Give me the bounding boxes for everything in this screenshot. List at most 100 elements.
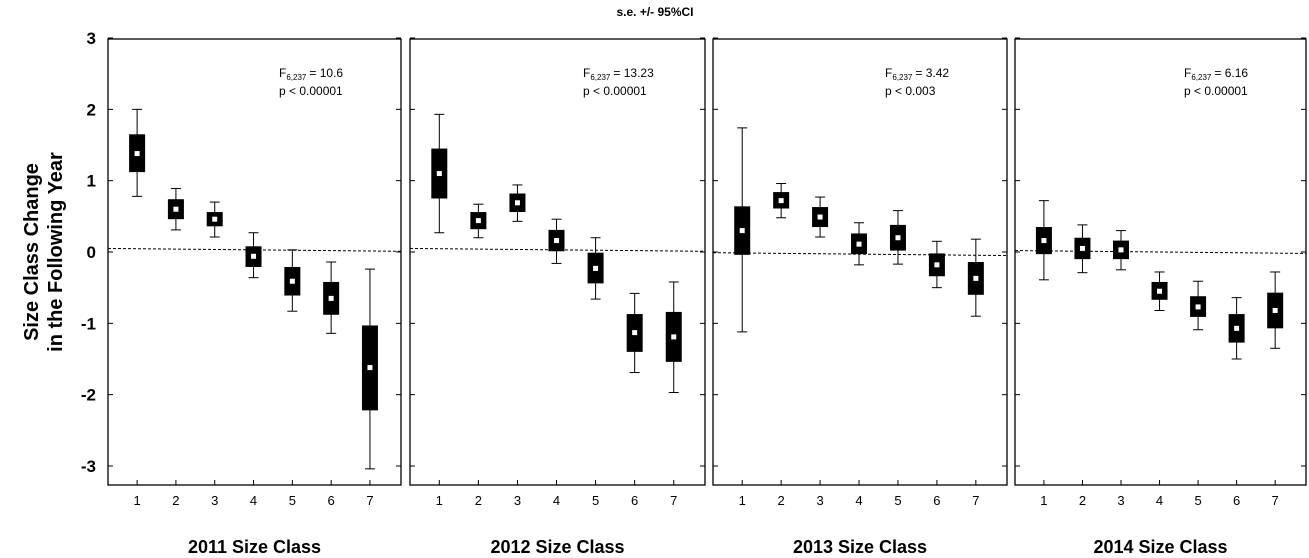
x-tick-label: 2 xyxy=(1079,493,1086,508)
x-tick-label: 1 xyxy=(739,493,746,508)
stat-f-letter: F xyxy=(885,66,892,80)
panel-4: 1 2 3 4 5 6 7 2014 Size Class F6,237 = 6.16 p < 0.… xyxy=(1014,37,1307,557)
y-tick-label: -2 xyxy=(81,386,96,405)
x-tick-label: 1 xyxy=(133,493,140,508)
x-tick-label: 1 xyxy=(1040,493,1047,508)
mean-marker xyxy=(817,214,823,220)
mean-marker xyxy=(289,278,295,284)
x-tick-label: 2 xyxy=(778,493,785,508)
x-tick-label: 4 xyxy=(553,493,560,508)
mean-marker xyxy=(593,265,599,271)
stat-f-letter: F xyxy=(1184,66,1191,80)
stat-p-value: p < 0.003 xyxy=(885,84,936,98)
x-tick-label: 3 xyxy=(211,493,218,508)
x-tick-label: 5 xyxy=(1194,493,1201,508)
stat-f-value: F6,237 = 13.23 xyxy=(583,66,654,82)
mean-marker xyxy=(632,330,638,336)
x-tick-label: 3 xyxy=(514,493,521,508)
x-tick-label: 2 xyxy=(475,493,482,508)
stat-f-number: = 13.23 xyxy=(613,66,654,80)
y-tick-label: 3 xyxy=(87,29,96,48)
stat-f-value: F6,237 = 6.16 xyxy=(1184,66,1248,82)
mean-marker xyxy=(134,151,140,157)
panel-frame xyxy=(409,38,706,486)
x-tick-label: 6 xyxy=(328,493,335,508)
x-tick-label: 5 xyxy=(894,493,901,508)
x-axis-label: 2013 Size Class xyxy=(793,537,927,557)
stat-p-value: p < 0.00001 xyxy=(279,84,343,98)
mean-marker xyxy=(554,238,560,244)
x-tick-label: 1 xyxy=(436,493,443,508)
x-tick-label: 5 xyxy=(592,493,599,508)
x-tick-label: 4 xyxy=(1156,493,1163,508)
x-tick-label: 5 xyxy=(289,493,296,508)
mean-marker xyxy=(856,241,862,247)
mean-marker xyxy=(251,253,257,259)
mean-marker xyxy=(778,198,784,204)
panel-frame xyxy=(107,38,402,486)
stat-f-df: 6,237 xyxy=(590,73,611,82)
mean-marker xyxy=(173,206,179,212)
mean-marker xyxy=(1234,325,1240,331)
y-tick-label: 2 xyxy=(87,100,96,119)
mean-marker xyxy=(367,365,373,371)
mean-marker xyxy=(436,171,442,177)
x-tick-label: 3 xyxy=(1117,493,1124,508)
x-tick-label: 4 xyxy=(855,493,862,508)
stat-f-number: = 3.42 xyxy=(915,66,949,80)
mean-marker xyxy=(1041,238,1047,244)
x-tick-label: 2 xyxy=(172,493,179,508)
x-axis-label: 2012 Size Class xyxy=(490,537,624,557)
y-axis-label-line2: in the Following Year xyxy=(45,152,67,352)
x-axis-label: 2011 Size Class xyxy=(188,537,321,557)
stat-f-value: F6,237 = 3.42 xyxy=(885,66,949,82)
x-tick-label: 6 xyxy=(631,493,638,508)
mean-marker xyxy=(973,275,979,281)
panel-frame xyxy=(712,38,1008,486)
mean-marker xyxy=(212,216,218,222)
y-axis-label-line1: Size Class Change xyxy=(21,163,43,341)
x-tick-label: 3 xyxy=(816,493,823,508)
mean-marker xyxy=(328,295,334,301)
panel-2: 1 2 3 4 5 6 7 2012 Size Class F6,237 = 13.23 p < 0… xyxy=(409,37,706,557)
stat-f-df: 6,237 xyxy=(286,73,307,82)
stat-p-value: p < 0.00001 xyxy=(583,84,647,98)
mean-marker xyxy=(1195,304,1201,310)
panel-1: 1 2 3 4 5 6 7 2011 Size Class F6,237 = 10.6 p < 0.… xyxy=(107,37,402,557)
panel-3: 1 2 3 4 5 6 7 2013 Size Class F6,237 = 3.42 p < 0.… xyxy=(712,37,1008,557)
chart-title: s.e. +/- 95%CI xyxy=(616,5,693,19)
y-tick-label: -3 xyxy=(81,457,96,476)
mean-marker xyxy=(895,235,901,241)
mean-marker xyxy=(934,262,940,268)
mean-marker xyxy=(1079,245,1085,251)
x-tick-label: 6 xyxy=(933,493,940,508)
mean-marker xyxy=(1272,307,1278,313)
stat-f-letter: F xyxy=(583,66,590,80)
x-tick-label: 4 xyxy=(250,493,257,508)
x-tick-label: 7 xyxy=(670,493,677,508)
panel-frame xyxy=(1014,38,1307,486)
stat-f-letter: F xyxy=(279,66,286,80)
x-tick-label: 7 xyxy=(366,493,373,508)
x-tick-label: 7 xyxy=(972,493,979,508)
mean-marker xyxy=(1118,247,1124,253)
y-axis-label: Size Class Change in the Following Year xyxy=(21,152,67,352)
x-tick-label: 7 xyxy=(1272,493,1279,508)
mean-marker xyxy=(475,218,481,224)
stat-f-df: 6,237 xyxy=(892,73,913,82)
y-tick-label: 1 xyxy=(87,172,96,191)
x-axis-label: 2014 Size Class xyxy=(1093,537,1227,557)
x-tick-label: 6 xyxy=(1233,493,1240,508)
stat-p-value: p < 0.00001 xyxy=(1184,84,1248,98)
y-tick-label: 0 xyxy=(87,243,96,262)
mean-marker xyxy=(514,200,520,206)
reference-line xyxy=(1014,250,1307,254)
stat-f-number: = 6.16 xyxy=(1214,66,1248,80)
mean-marker xyxy=(1157,288,1163,294)
mean-marker xyxy=(739,228,745,234)
stat-f-number: = 10.6 xyxy=(309,66,343,80)
y-tick-label: -1 xyxy=(81,314,96,333)
stat-f-df: 6,237 xyxy=(1191,73,1212,82)
